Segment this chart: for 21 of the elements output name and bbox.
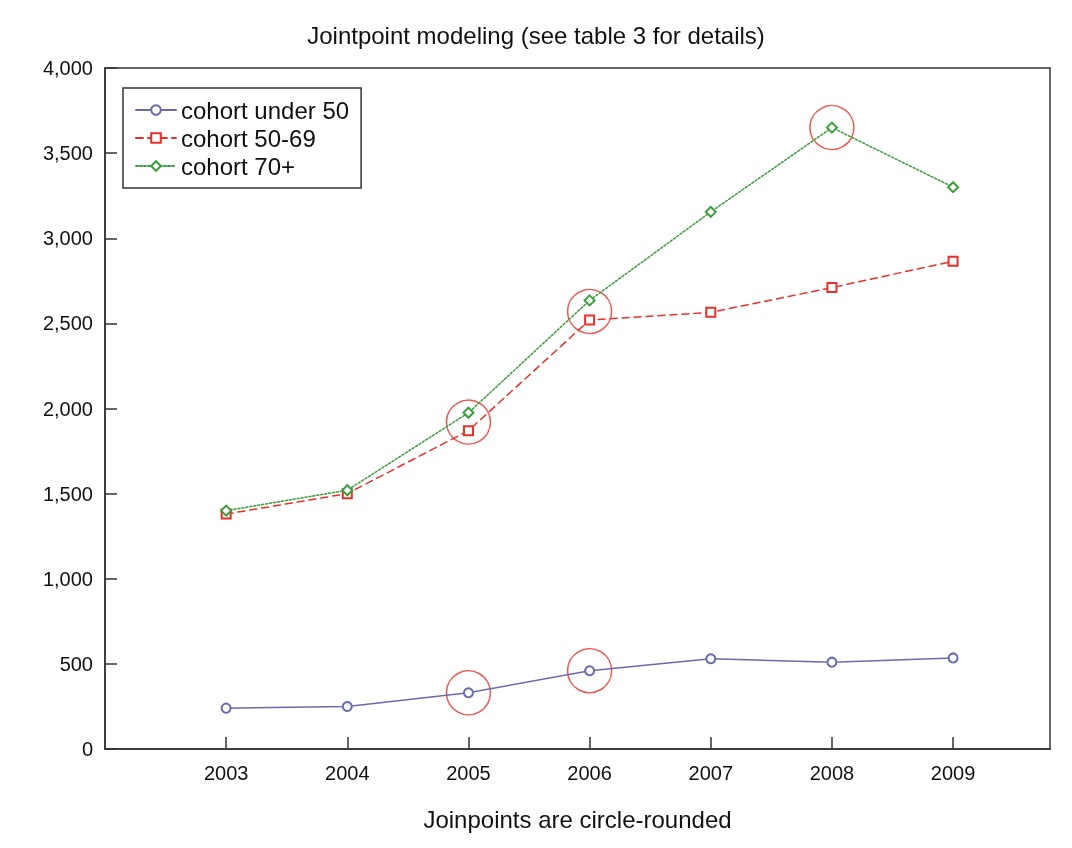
x-tick-label: 2005 [446,762,491,784]
x-tick-label: 2009 [930,762,976,784]
x-tick-label: 2008 [809,762,855,784]
y-tick-label: 3,500 [42,142,93,165]
legend-label: cohort under 50 [181,96,350,124]
legend-label: cohort 50-69 [181,124,316,152]
x-tick-label: 2004 [325,762,370,784]
x-tick-label: 2007 [688,762,734,784]
x-axis-title: Joinpoints are circle-rounded [423,805,732,833]
y-tick-label: 2,500 [42,312,93,335]
y-tick-label: 500 [59,652,93,675]
y-tick-label: 1,500 [42,482,93,505]
x-tick-label: 2006 [567,762,612,784]
x-tick-label: 2003 [203,762,249,784]
y-tick-label: 1,000 [42,567,93,590]
y-tick-label: 3,000 [42,227,93,250]
chart-title: Jointpoint modeling (see table 3 for details) [307,21,765,49]
legend-label: cohort 70+ [181,152,296,180]
y-tick-label: 0 [81,738,93,760]
y-tick-label: 4,000 [42,57,93,79]
y-tick-label: 2,000 [42,397,93,420]
